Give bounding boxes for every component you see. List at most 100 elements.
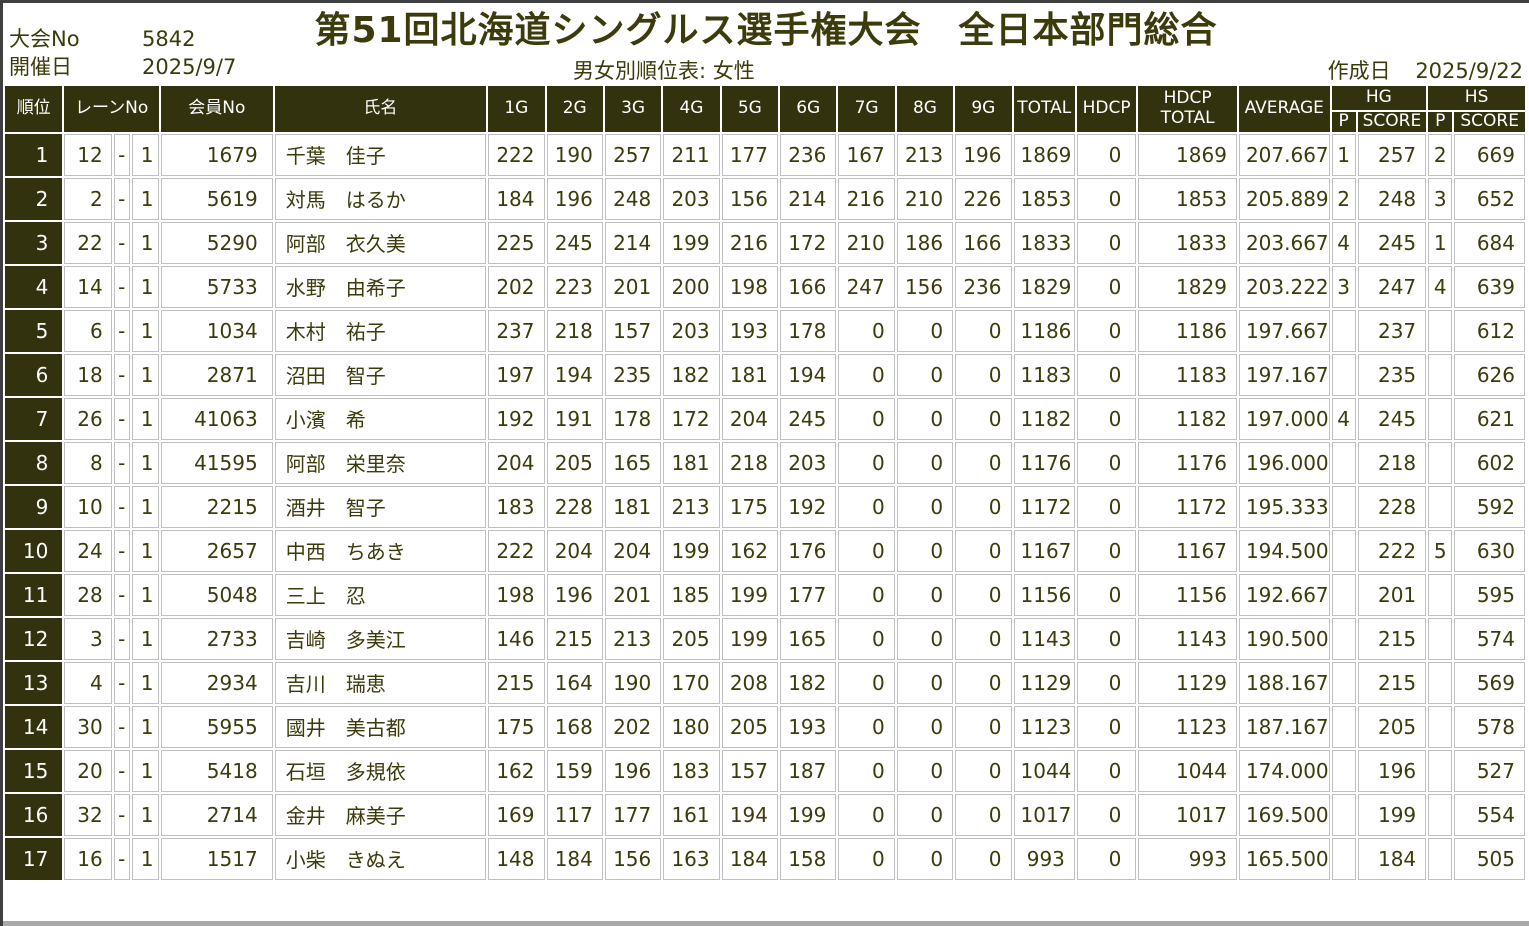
game-8-score-cell: 0 xyxy=(896,573,954,616)
game-6-score-cell: 194 xyxy=(780,353,837,396)
hg-score-cell: 199 xyxy=(1357,793,1427,836)
total-cell: 1156 xyxy=(1013,573,1075,616)
hdcp-total-cell: 1176 xyxy=(1138,441,1237,484)
header-game-5: 5G xyxy=(721,86,778,132)
game-2-score-cell: 215 xyxy=(546,617,603,660)
game-1-score-cell: 222 xyxy=(488,529,545,572)
game-7-score-cell: 210 xyxy=(838,221,895,264)
hg-place-cell xyxy=(1331,529,1356,572)
hdcp-total-cell: 1829 xyxy=(1138,265,1237,308)
player-name-cell: 吉崎 多美江 xyxy=(274,617,487,660)
hs-place-cell xyxy=(1428,573,1453,616)
hs-place-cell xyxy=(1428,749,1453,792)
hs-score-cell: 595 xyxy=(1454,573,1525,616)
game-2-score-cell: 164 xyxy=(546,661,603,704)
rank-cell: 3 xyxy=(5,221,63,264)
player-name-cell: 沼田 智子 xyxy=(274,353,487,396)
game-1-score-cell: 146 xyxy=(488,617,545,660)
average-cell: 187.167 xyxy=(1238,705,1330,748)
game-6-score-cell: 177 xyxy=(780,573,837,616)
lane-no-cell: 12 xyxy=(64,133,112,176)
member-no-cell: 2871 xyxy=(160,353,273,396)
lane-separator: - xyxy=(113,529,130,572)
hs-score-cell: 630 xyxy=(1454,529,1525,572)
hs-place-cell: 3 xyxy=(1428,177,1453,220)
hg-score-cell: 245 xyxy=(1357,397,1427,440)
hg-place-cell xyxy=(1331,617,1356,660)
hdcp-total-cell: 1044 xyxy=(1138,749,1237,792)
player-name-cell: 石垣 多規依 xyxy=(274,749,487,792)
game-9-score-cell: 0 xyxy=(955,485,1012,528)
table-body: 1 12-1 1679 千葉 佳子 222 190 257 211 177 236 167 213 19… xyxy=(5,133,1525,880)
game-4-score-cell: 183 xyxy=(663,749,720,792)
game-6-score-cell: 182 xyxy=(780,661,837,704)
lane-separator: - xyxy=(113,177,130,220)
game-5-score-cell: 156 xyxy=(721,177,778,220)
lane-separator: - xyxy=(113,353,130,396)
hg-score-cell: 222 xyxy=(1357,529,1427,572)
game-7-score-cell: 0 xyxy=(838,837,895,880)
player-name-cell: 阿部 衣久美 xyxy=(274,221,487,264)
game-2-score-cell: 194 xyxy=(546,353,603,396)
game-3-score-cell: 257 xyxy=(604,133,662,176)
lane-sub-no-cell: 1 xyxy=(131,793,159,836)
rank-cell: 1 xyxy=(5,133,63,176)
game-9-score-cell: 0 xyxy=(955,617,1012,660)
hs-score-cell: 505 xyxy=(1454,837,1525,880)
game-3-score-cell: 178 xyxy=(604,397,662,440)
game-7-score-cell: 0 xyxy=(838,441,895,484)
game-6-score-cell: 178 xyxy=(780,309,837,352)
average-cell: 190.500 xyxy=(1238,617,1330,660)
hs-score-cell: 612 xyxy=(1454,309,1525,352)
lane-sub-no-cell: 1 xyxy=(131,309,159,352)
game-3-score-cell: 156 xyxy=(604,837,662,880)
game-4-score-cell: 182 xyxy=(663,353,720,396)
game-7-score-cell: 0 xyxy=(838,397,895,440)
game-9-score-cell: 0 xyxy=(955,749,1012,792)
lane-sub-no-cell: 1 xyxy=(131,837,159,880)
hs-place-cell: 5 xyxy=(1428,529,1453,572)
game-1-score-cell: 237 xyxy=(488,309,545,352)
rank-cell: 17 xyxy=(5,837,63,880)
game-2-score-cell: 218 xyxy=(546,309,603,352)
game-6-score-cell: 176 xyxy=(780,529,837,572)
member-no-cell: 5619 xyxy=(160,177,273,220)
game-4-score-cell: 180 xyxy=(663,705,720,748)
average-cell: 197.000 xyxy=(1238,397,1330,440)
game-4-score-cell: 213 xyxy=(663,485,720,528)
rank-cell: 15 xyxy=(5,749,63,792)
average-cell: 174.000 xyxy=(1238,749,1330,792)
lane-separator: - xyxy=(113,749,130,792)
total-cell: 1182 xyxy=(1013,397,1075,440)
lane-sub-no-cell: 1 xyxy=(131,661,159,704)
header-hs-score: SCORE xyxy=(1454,111,1525,132)
member-no-cell: 2733 xyxy=(160,617,273,660)
hg-place-cell xyxy=(1331,749,1356,792)
game-9-score-cell: 0 xyxy=(955,397,1012,440)
rank-cell: 12 xyxy=(5,617,63,660)
table-header: 順位 レーンNo 会員No 氏名 1G 2G 3G 4G 5G 6G 7G 8G… xyxy=(5,86,1525,132)
lane-sub-no-cell: 1 xyxy=(131,177,159,220)
hg-score-cell: 248 xyxy=(1357,177,1427,220)
hdcp-cell: 0 xyxy=(1076,397,1137,440)
game-7-score-cell: 0 xyxy=(838,661,895,704)
created-date: 作成日 2025/9/22 xyxy=(1328,55,1523,85)
lane-no-cell: 2 xyxy=(64,177,112,220)
game-3-score-cell: 248 xyxy=(604,177,662,220)
game-5-score-cell: 199 xyxy=(721,617,778,660)
header-hs-p: P xyxy=(1428,111,1453,132)
total-cell: 1176 xyxy=(1013,441,1075,484)
hs-place-cell xyxy=(1428,661,1453,704)
game-8-score-cell: 0 xyxy=(896,441,954,484)
game-4-score-cell: 199 xyxy=(663,221,720,264)
header-hg-p: P xyxy=(1331,111,1356,132)
hs-place-cell xyxy=(1428,353,1453,396)
header-hdcp: HDCP xyxy=(1076,86,1137,132)
game-7-score-cell: 0 xyxy=(838,485,895,528)
game-9-score-cell: 0 xyxy=(955,661,1012,704)
game-9-score-cell: 236 xyxy=(955,265,1012,308)
hg-score-cell: 184 xyxy=(1357,837,1427,880)
hs-score-cell: 669 xyxy=(1454,133,1525,176)
hs-place-cell xyxy=(1428,617,1453,660)
ranking-table: 順位 レーンNo 会員No 氏名 1G 2G 3G 4G 5G 6G 7G 8G… xyxy=(3,84,1527,882)
